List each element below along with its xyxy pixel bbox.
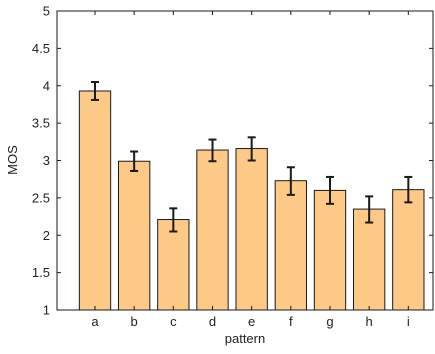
- bar-g: [313, 189, 347, 311]
- error-bar-i: [404, 175, 413, 204]
- x-axis-ticks: a b c d e f g h i: [91, 11, 410, 329]
- bar-c: [157, 219, 190, 311]
- y-tick-label-5: 5: [43, 4, 50, 19]
- y-axis-label: MOS: [5, 145, 20, 175]
- bar-i: [392, 189, 425, 311]
- bar-d: [196, 149, 229, 311]
- error-bar-c: [169, 207, 178, 233]
- error-bar-d: [208, 138, 217, 163]
- x-axis-label: pattern: [225, 331, 265, 346]
- bar-b: [117, 160, 151, 311]
- y-tick-label-3.5: 3.5: [32, 116, 50, 131]
- bar-e: [235, 148, 268, 311]
- x-tick-label-d: d: [209, 314, 216, 329]
- y-tick-label-3: 3: [43, 153, 50, 168]
- error-bar-f: [286, 166, 295, 196]
- y-tick-label-2.5: 2.5: [32, 190, 50, 205]
- error-bar-a: [90, 81, 99, 101]
- x-tick-label-a: a: [91, 314, 99, 329]
- bar-h: [352, 208, 386, 311]
- y-tick-label-1: 1: [43, 303, 50, 318]
- x-tick-label-f: f: [289, 314, 293, 329]
- y-tick-label-1.5: 1.5: [32, 265, 50, 280]
- error-bar-b: [130, 150, 139, 172]
- x-tick-label-e: e: [248, 314, 255, 329]
- bar-f: [274, 180, 307, 311]
- error-bar-h: [365, 195, 374, 224]
- bar-a: [78, 90, 112, 311]
- x-tick-label-i: i: [407, 314, 410, 329]
- y-tick-label-4: 4: [43, 78, 50, 93]
- error-bar-g: [325, 175, 334, 205]
- y-tick-label-4.5: 4.5: [32, 41, 50, 56]
- x-tick-label-h: h: [366, 314, 373, 329]
- bars: [78, 90, 425, 311]
- x-tick-label-b: b: [131, 314, 138, 329]
- y-tick-label-2: 2: [43, 228, 50, 243]
- y-axis-ticks: 1 1.5 2 2.5 3 3.5 4 4.5 5: [32, 4, 433, 318]
- error-bars: [90, 81, 413, 233]
- error-bar-e: [247, 136, 256, 162]
- x-tick-label-c: c: [170, 314, 177, 329]
- x-tick-label-g: g: [326, 314, 333, 329]
